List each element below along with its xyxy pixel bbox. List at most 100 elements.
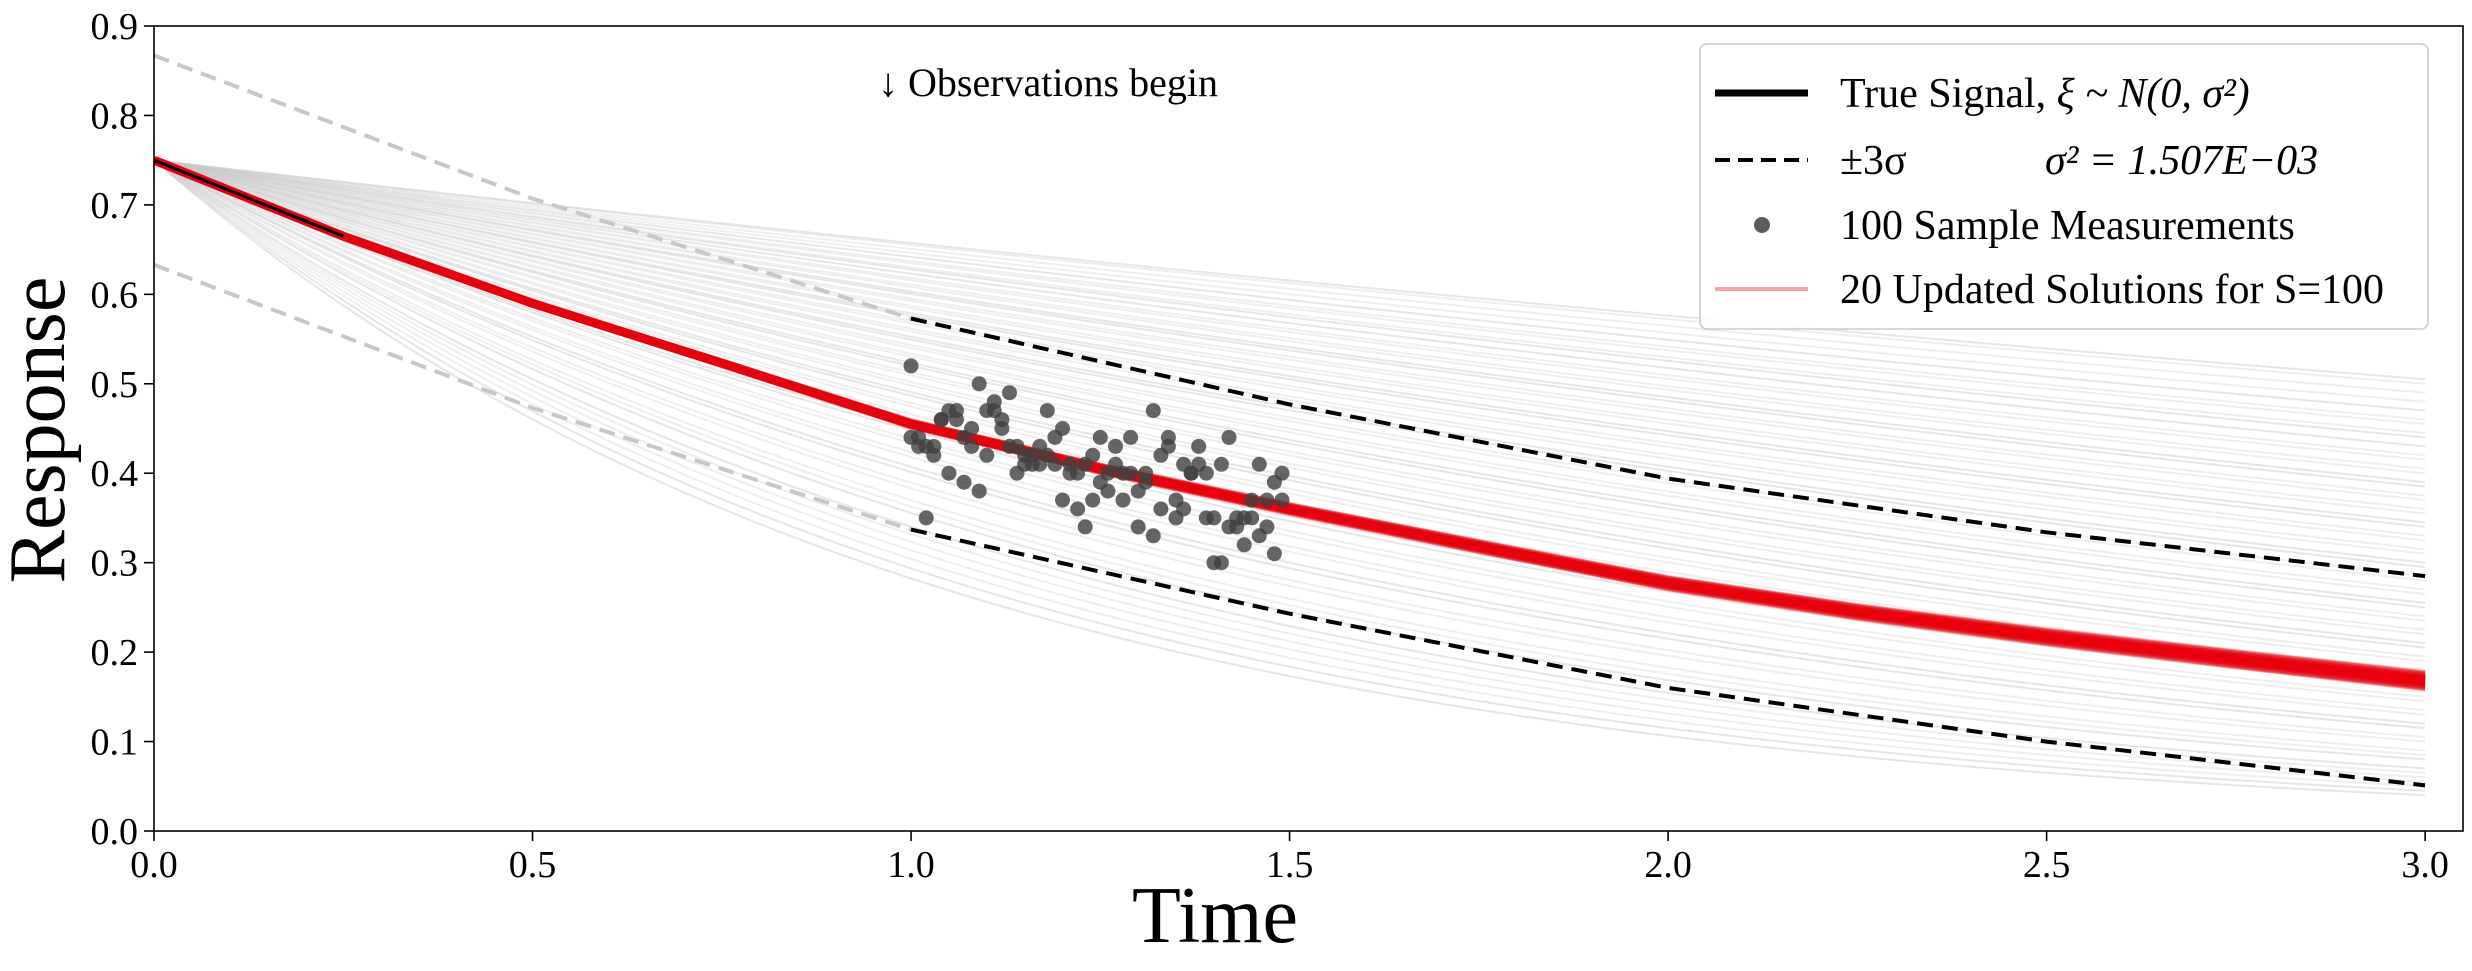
measurement-point: [1251, 456, 1267, 472]
measurement-point: [1236, 537, 1252, 553]
y-tick-label: 0.8: [91, 95, 139, 137]
prior-sample-line: [154, 159, 2426, 716]
prior-sample-line: [154, 159, 2426, 645]
prior-sample-line: [154, 159, 2426, 582]
prior-sample-line: [154, 159, 2426, 488]
measurement-point: [986, 403, 1002, 419]
x-tick-label: 1.5: [1266, 844, 1314, 886]
measurement-point: [1138, 474, 1154, 490]
measurement-point: [1191, 438, 1207, 454]
plot-frame: [153, 25, 2464, 832]
observations-annotation: ↓ Observations begin: [878, 60, 1218, 105]
x-tick-label: 2.0: [1644, 844, 1692, 886]
prior-sample-line: [154, 159, 2426, 524]
measurement-point: [941, 465, 957, 481]
prior-sample-line: [154, 159, 2426, 551]
sigma-band-upper: [910, 316, 2426, 579]
y-tick-label: 0.5: [91, 364, 139, 406]
x-tick-label: 0.0: [130, 844, 178, 886]
legend-measurement-label: 100 Sample Measurements: [1840, 203, 2295, 249]
prior-sample-line: [154, 159, 2426, 385]
sigma-band-lower-prior: [154, 262, 912, 532]
prior-sample-line: [154, 159, 2426, 658]
legend-box: [1699, 43, 2429, 330]
measurement-point: [1123, 465, 1139, 481]
prior-sample-line: [154, 159, 2426, 752]
y-axis-title: Response: [0, 277, 82, 584]
legend-measurement-swatch: [1754, 217, 1770, 233]
prior-sample-line: [154, 159, 2426, 470]
measurement-point: [1183, 465, 1199, 481]
x-axis-title: Time: [1132, 872, 1298, 960]
y-tick-label: 0.6: [91, 274, 139, 316]
measurement-point: [1145, 528, 1161, 544]
measurement-point: [1032, 438, 1048, 454]
y-tick-label: 0.2: [91, 632, 139, 674]
prior-sample-line: [154, 159, 2426, 730]
true-signal-curve: [154, 156, 2426, 686]
measurement-point: [1115, 492, 1131, 508]
prior-sample-line: [154, 159, 2426, 689]
measurement-point: [1274, 465, 1290, 481]
measurement-point: [956, 429, 972, 445]
prior-sample-line: [154, 159, 2426, 569]
prior-sample-line: [154, 159, 2426, 770]
prior-sample-line: [154, 159, 2426, 475]
prior-sample-line: [154, 159, 2426, 528]
prior-sample-line: [154, 159, 2426, 425]
measurement-point: [1145, 403, 1161, 419]
prior-sample-line: [154, 159, 2426, 394]
prior-sample-line: [154, 159, 2426, 636]
prior-sample-line: [154, 159, 2426, 457]
measurement-point: [926, 447, 942, 463]
sigma-band-lines: [154, 53, 2426, 788]
x-tick-label: 2.5: [2023, 844, 2071, 886]
prior-sample-line: [154, 159, 2426, 381]
measurement-point: [1244, 510, 1260, 526]
measurement-point: [1055, 421, 1070, 436]
measurement-point: [1130, 519, 1146, 535]
prior-sample-line: [154, 159, 2426, 502]
measurement-point: [1198, 465, 1214, 481]
measurement-point: [1213, 456, 1229, 472]
measurement-point: [1077, 456, 1093, 472]
prior-sample-line: [154, 159, 2426, 461]
prior-sample-line: [154, 159, 2426, 403]
prior-sample-line: [154, 159, 2426, 703]
y-axis-ticks: 0.0 0.1 0.2 0.3 0.4 0.5 0.6 0.7 0.8 0.9: [91, 6, 154, 853]
prior-sample-line: [154, 159, 2426, 434]
measurement-point: [1259, 492, 1275, 508]
prior-sample-line: [154, 159, 2426, 712]
measurement-point: [1047, 456, 1063, 472]
legend: True Signal, ξ ~ N(0, σ²) ±3σ σ² = 1.507…: [1699, 43, 2429, 330]
prior-sample-line: [154, 159, 2426, 510]
measurement-point: [1266, 546, 1282, 562]
prior-sample-line: [154, 159, 2426, 484]
prior-sample-line: [154, 159, 2426, 439]
prior-sample-line: [154, 159, 2426, 537]
legend-updated-label: 20 Updated Solutions for S=100: [1840, 267, 2384, 313]
measurement-point: [1213, 555, 1229, 571]
prior-sample-line: [154, 159, 2426, 542]
legend-sigma-value: σ² = 1.507E−03: [2045, 138, 2318, 184]
measurement-point: [979, 447, 995, 463]
measurement-point: [971, 483, 987, 499]
prior-sample-line: [154, 159, 2426, 618]
prior-sample-line: [154, 159, 2426, 725]
legend-band-label: ±3σ: [1840, 138, 1907, 184]
measurement-point: [1206, 510, 1222, 526]
prior-sample-line: [154, 159, 2426, 555]
measurement-point: [1002, 385, 1017, 401]
measurement-point: [1168, 510, 1184, 526]
sigma-band-upper-prior: [154, 53, 912, 321]
measurement-point: [1070, 501, 1086, 517]
y-tick-label: 0.1: [91, 722, 139, 764]
y-tick-label: 0.9: [91, 6, 139, 48]
prior-sample-line: [154, 159, 2426, 756]
measurement-point: [1153, 501, 1169, 517]
prior-sample-line: [154, 159, 2426, 779]
measurement-point: [1085, 492, 1101, 508]
measurement-point: [911, 438, 927, 454]
measurement-point: [1039, 403, 1055, 419]
measurement-point: [956, 474, 972, 490]
